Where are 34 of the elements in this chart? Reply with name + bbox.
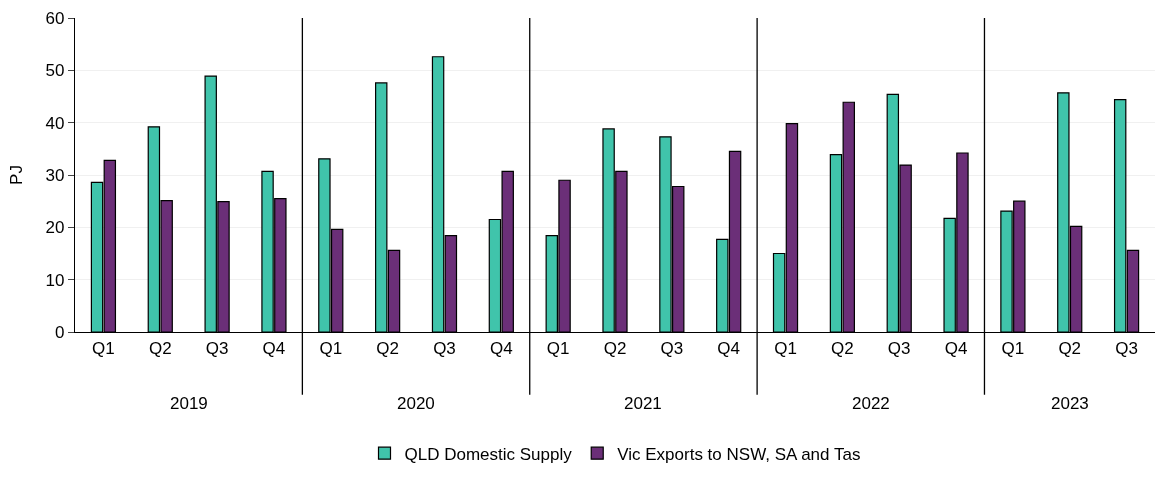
x-tick-label: Q2: [831, 338, 854, 358]
x-tick-label: Q4: [262, 338, 286, 358]
x-tick-label: Q1: [546, 338, 570, 358]
x-tick-label: Q2: [1058, 338, 1082, 358]
x-tick-label: Q4: [489, 338, 513, 358]
y-tick-label: 10: [45, 270, 65, 290]
x-tick-label: Q3: [433, 338, 456, 358]
x-tick-label: Q3: [1115, 338, 1138, 358]
legend-label: QLD Domestic Supply: [404, 444, 573, 464]
x-tick-label: Q1: [319, 338, 343, 358]
y-tick-label: 50: [45, 61, 65, 81]
text: 2019: [170, 394, 208, 413]
text: 2022: [852, 394, 890, 413]
legend-label: Vic Exports to NSW, SA and Tas: [617, 444, 861, 464]
y-tick-label: 30: [45, 165, 65, 185]
x-tick-label: Q1: [774, 338, 797, 358]
x-tick-label: Q2: [148, 338, 172, 358]
x-tick-label: Q1: [92, 338, 115, 358]
x-tick-label: Q2: [376, 338, 399, 358]
x-tick-label: Q4: [717, 338, 741, 358]
x-tick-label: Q3: [660, 338, 684, 358]
text: 2021: [624, 394, 662, 413]
x-tick-label: Q4: [944, 338, 968, 358]
x-tick-label: Q1: [1001, 338, 1025, 358]
text: 2023: [1051, 394, 1089, 413]
y-tick-label: 0: [54, 322, 65, 342]
x-tick-label: Q3: [887, 338, 911, 358]
x-tick-label: Q2: [603, 338, 627, 358]
y-tick-label: 20: [45, 218, 65, 238]
y-tick-label: 60: [45, 8, 65, 28]
text: 2020: [397, 394, 435, 413]
y-tick-label: 40: [45, 113, 65, 133]
x-tick-label: Q3: [205, 338, 229, 358]
y-axis-title: PJ: [7, 165, 27, 185]
